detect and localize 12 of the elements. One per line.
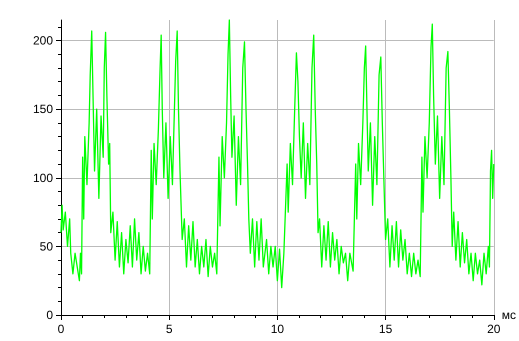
x-tick-label: 15: [378, 322, 393, 336]
x-tick-label: 10: [270, 322, 284, 336]
x-tick-label: 5: [166, 322, 173, 336]
x-tick-label: 20: [487, 322, 501, 336]
y-tick-label: 200: [32, 34, 54, 48]
x-axis-title: мс: [502, 308, 516, 322]
y-tick-label: 150: [32, 102, 54, 116]
line-series: [60, 19, 494, 288]
y-tick-label: 50: [40, 239, 54, 254]
y-tick-label: 100: [32, 170, 54, 185]
x-tick-label: 0: [58, 322, 65, 336]
y-tick-label: 0: [46, 308, 54, 322]
